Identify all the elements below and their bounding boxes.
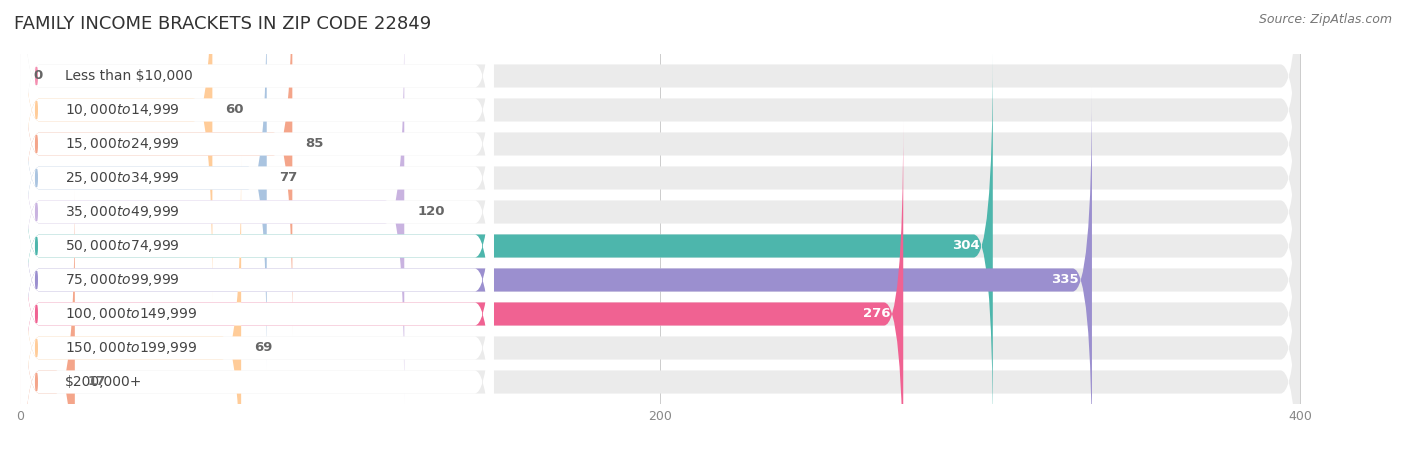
FancyBboxPatch shape — [21, 122, 494, 449]
Circle shape — [35, 203, 38, 221]
Circle shape — [35, 339, 38, 357]
Circle shape — [35, 67, 38, 85]
Text: $200,000+: $200,000+ — [65, 375, 142, 389]
Text: $150,000 to $199,999: $150,000 to $199,999 — [65, 340, 198, 356]
FancyBboxPatch shape — [21, 189, 494, 449]
FancyBboxPatch shape — [21, 0, 494, 370]
FancyBboxPatch shape — [21, 0, 1301, 336]
FancyBboxPatch shape — [21, 122, 1301, 449]
Text: 0: 0 — [34, 70, 42, 83]
Text: $25,000 to $34,999: $25,000 to $34,999 — [65, 170, 180, 186]
FancyBboxPatch shape — [21, 155, 494, 449]
Circle shape — [35, 237, 38, 255]
FancyBboxPatch shape — [21, 20, 1301, 405]
Text: 85: 85 — [305, 137, 323, 150]
Text: $75,000 to $99,999: $75,000 to $99,999 — [65, 272, 180, 288]
Circle shape — [35, 305, 38, 323]
Circle shape — [35, 373, 38, 391]
Text: FAMILY INCOME BRACKETS IN ZIP CODE 22849: FAMILY INCOME BRACKETS IN ZIP CODE 22849 — [14, 15, 432, 33]
FancyBboxPatch shape — [21, 0, 494, 303]
Text: 304: 304 — [952, 239, 980, 252]
FancyBboxPatch shape — [21, 0, 212, 303]
Text: 276: 276 — [863, 308, 890, 321]
Text: $15,000 to $24,999: $15,000 to $24,999 — [65, 136, 180, 152]
Text: $10,000 to $14,999: $10,000 to $14,999 — [65, 102, 180, 118]
Text: $50,000 to $74,999: $50,000 to $74,999 — [65, 238, 180, 254]
FancyBboxPatch shape — [21, 0, 1301, 303]
Circle shape — [35, 135, 38, 153]
Text: 17: 17 — [87, 375, 105, 388]
FancyBboxPatch shape — [21, 155, 242, 449]
FancyBboxPatch shape — [21, 53, 1301, 438]
Text: 60: 60 — [225, 103, 243, 116]
FancyBboxPatch shape — [21, 189, 75, 449]
FancyBboxPatch shape — [21, 0, 494, 336]
FancyBboxPatch shape — [21, 88, 1301, 449]
Circle shape — [35, 271, 38, 289]
FancyBboxPatch shape — [21, 53, 494, 438]
FancyBboxPatch shape — [21, 88, 494, 449]
FancyBboxPatch shape — [21, 0, 1301, 269]
FancyBboxPatch shape — [21, 155, 1301, 449]
FancyBboxPatch shape — [21, 0, 267, 370]
FancyBboxPatch shape — [21, 53, 993, 438]
FancyBboxPatch shape — [21, 0, 292, 336]
FancyBboxPatch shape — [21, 20, 405, 405]
Text: 69: 69 — [254, 342, 273, 355]
FancyBboxPatch shape — [21, 189, 1301, 449]
FancyBboxPatch shape — [21, 122, 903, 449]
Text: $35,000 to $49,999: $35,000 to $49,999 — [65, 204, 180, 220]
FancyBboxPatch shape — [21, 0, 494, 269]
Text: 120: 120 — [418, 206, 444, 219]
Text: Less than $10,000: Less than $10,000 — [65, 69, 193, 83]
FancyBboxPatch shape — [21, 0, 1301, 370]
Circle shape — [35, 169, 38, 187]
Text: $100,000 to $149,999: $100,000 to $149,999 — [65, 306, 198, 322]
Circle shape — [35, 101, 38, 119]
Text: Source: ZipAtlas.com: Source: ZipAtlas.com — [1258, 13, 1392, 26]
Text: 335: 335 — [1052, 273, 1080, 286]
Text: 77: 77 — [280, 172, 298, 185]
FancyBboxPatch shape — [21, 20, 494, 405]
FancyBboxPatch shape — [21, 88, 1092, 449]
